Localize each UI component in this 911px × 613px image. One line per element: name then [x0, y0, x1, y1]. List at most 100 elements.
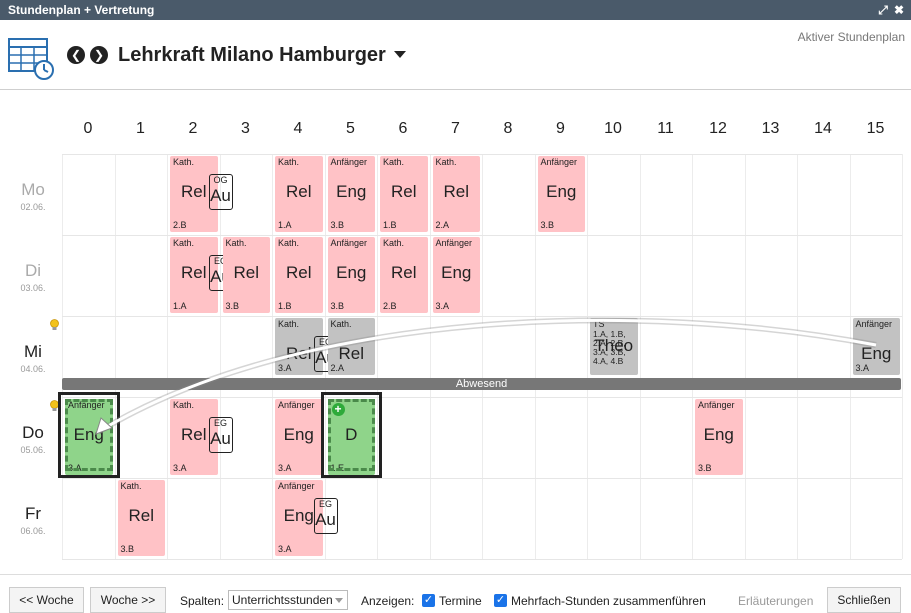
lesson-card[interactable]: Kath. Rel 3.B [117, 480, 165, 556]
grid-column-line [535, 154, 536, 559]
lesson-card[interactable]: Kath. Rel 2.A [432, 156, 480, 232]
columns-select[interactable]: Unterrichtsstunden [228, 590, 348, 610]
expand-icon[interactable]: ⤢ [878, 3, 888, 17]
lesson-group: Kath. [383, 238, 405, 248]
grid-row-line [62, 316, 902, 317]
grid-column-line [272, 154, 273, 559]
column-header-14: 14 [814, 120, 832, 137]
grid-column-line [482, 154, 483, 559]
lesson-card[interactable]: Kath. Rel 2.B [380, 237, 428, 313]
room-name: Au [210, 186, 231, 205]
lesson-card[interactable]: Kath. Rel 1.B [275, 237, 323, 313]
lesson-card[interactable]: Anfänger Eng 3.B [537, 156, 585, 232]
day-label-mo: Mo 02.06. [0, 180, 66, 212]
lesson-group: TS [593, 319, 605, 329]
columns-select-value: Unterrichtsstunden [232, 593, 333, 607]
previous-teacher-button[interactable]: ❮ [67, 46, 85, 64]
grid-column-line [430, 154, 431, 559]
day-label-mi: Mi 04.06. [0, 342, 66, 374]
teacher-dropdown-icon[interactable] [394, 51, 406, 58]
column-header-11: 11 [657, 120, 674, 137]
close-button[interactable]: Schließen [827, 587, 901, 613]
lesson-subject: Rel [338, 344, 364, 363]
lesson-class: 3.B [698, 463, 712, 473]
lesson-subject: Rel [180, 182, 207, 201]
explanations-link[interactable]: Erläuterungen [738, 594, 814, 608]
lesson-subject: Eng [546, 182, 577, 201]
lesson-group: Anfänger [540, 157, 578, 167]
termine-label: Termine [439, 594, 482, 608]
lesson-card[interactable]: Kath. Rel 1.A [275, 156, 323, 232]
grid-column-line [377, 154, 378, 559]
grid-column-line [797, 154, 798, 559]
lesson-group: Kath. [173, 238, 195, 248]
termine-checkbox[interactable]: ✓ [422, 594, 435, 607]
lesson-card[interactable]: Anfänger Eng 3.B [695, 399, 743, 475]
column-header-15: 15 [866, 120, 885, 137]
lesson-class: 3.B [540, 220, 555, 230]
lesson-group: Kath. [278, 319, 300, 329]
lesson-subject: Eng [336, 182, 367, 201]
active-plan-link[interactable]: Aktiver Stundenplan [797, 30, 905, 44]
lesson-group: Anfänger [278, 481, 315, 491]
column-header-9: 9 [556, 120, 565, 137]
lesson-class: 1.A [278, 220, 292, 230]
lesson-card[interactable]: Kath. Rel 3.B [222, 237, 270, 313]
day-name: Mi [24, 342, 42, 361]
lesson-group: Kath. [383, 157, 405, 167]
column-header-2: 2 [188, 120, 198, 137]
lightbulb-icon[interactable] [50, 319, 59, 331]
lesson-subject: Eng [703, 425, 734, 444]
day-date: 03.06. [20, 283, 46, 293]
grid-column-line [850, 154, 851, 559]
merge-checkbox[interactable]: ✓ [494, 594, 507, 607]
next-week-button[interactable]: Woche >> [90, 587, 166, 613]
grid-column-line [220, 154, 221, 559]
lesson-class: 3.A [435, 301, 450, 311]
lesson-card[interactable]: TS Theo 1.A, 1.B, 2.A, 2.B, 3.A, 3.B, 4.A,… [590, 318, 638, 375]
chevron-down-icon [335, 598, 343, 603]
lesson-card[interactable]: Anfänger Eng 3.A [275, 480, 323, 556]
room-name: Au [210, 429, 231, 448]
room-badge[interactable]: OG Au [208, 174, 233, 210]
lesson-class: 2.B [173, 220, 187, 230]
lesson-group: Anfänger [68, 400, 105, 410]
lesson-subject: Rel [180, 263, 207, 282]
lesson-card[interactable]: Kath. Rel 1.A [170, 237, 218, 313]
lesson-group: Kath. [120, 481, 142, 491]
plus-icon[interactable]: + [331, 403, 345, 416]
selection-frame [58, 392, 120, 478]
teacher-title: Lehrkraft Milano Hamburger [118, 44, 386, 66]
lightbulb-icon[interactable] [50, 400, 59, 412]
drop-target-outline [65, 399, 113, 471]
lesson-card[interactable]: Kath. Rel 2.B [170, 156, 218, 232]
next-teacher-button[interactable]: ❯ [90, 46, 108, 64]
room-floor: EG [318, 499, 332, 509]
column-header-13: 13 [761, 120, 780, 137]
lesson-group: Kath. [225, 238, 247, 248]
lesson-card[interactable]: Anfänger Eng 3.B [327, 237, 375, 313]
room-badge[interactable]: EG Au [313, 498, 338, 534]
close-icon[interactable]: ✖ [893, 3, 905, 17]
absent-bar: Abwesend [62, 378, 901, 390]
lesson-subject: Eng [441, 263, 472, 282]
room-badge[interactable]: EG Au [208, 417, 233, 453]
lesson-class: 1.B [383, 220, 397, 230]
grid-column-line [640, 154, 641, 559]
lesson-group: Kath. [330, 319, 352, 329]
lesson-card[interactable]: Anfänger Eng 3.A [275, 399, 323, 475]
lesson-group: Kath. [173, 400, 195, 410]
grid-row-line [62, 559, 902, 560]
lesson-class: 3.A [278, 363, 292, 373]
day-label-fr: Fr 06.06. [0, 504, 66, 536]
lesson-card[interactable]: Kath. Rel 2.A [327, 318, 375, 375]
lesson-card[interactable]: Anfänger Eng 3.A [852, 318, 900, 375]
previous-week-button[interactable]: << Woche [9, 587, 84, 613]
lesson-subject: Rel [233, 263, 259, 282]
lesson-card[interactable]: Kath. Rel 1.B [380, 156, 428, 232]
lesson-card[interactable]: Anfänger Eng 3.B [327, 156, 375, 232]
room-floor: EG [213, 256, 227, 266]
window-title: Stundenplan + Vertretung [8, 3, 155, 17]
lesson-card[interactable]: Anfänger Eng 3.A [432, 237, 480, 313]
grid-row-line [62, 235, 902, 236]
